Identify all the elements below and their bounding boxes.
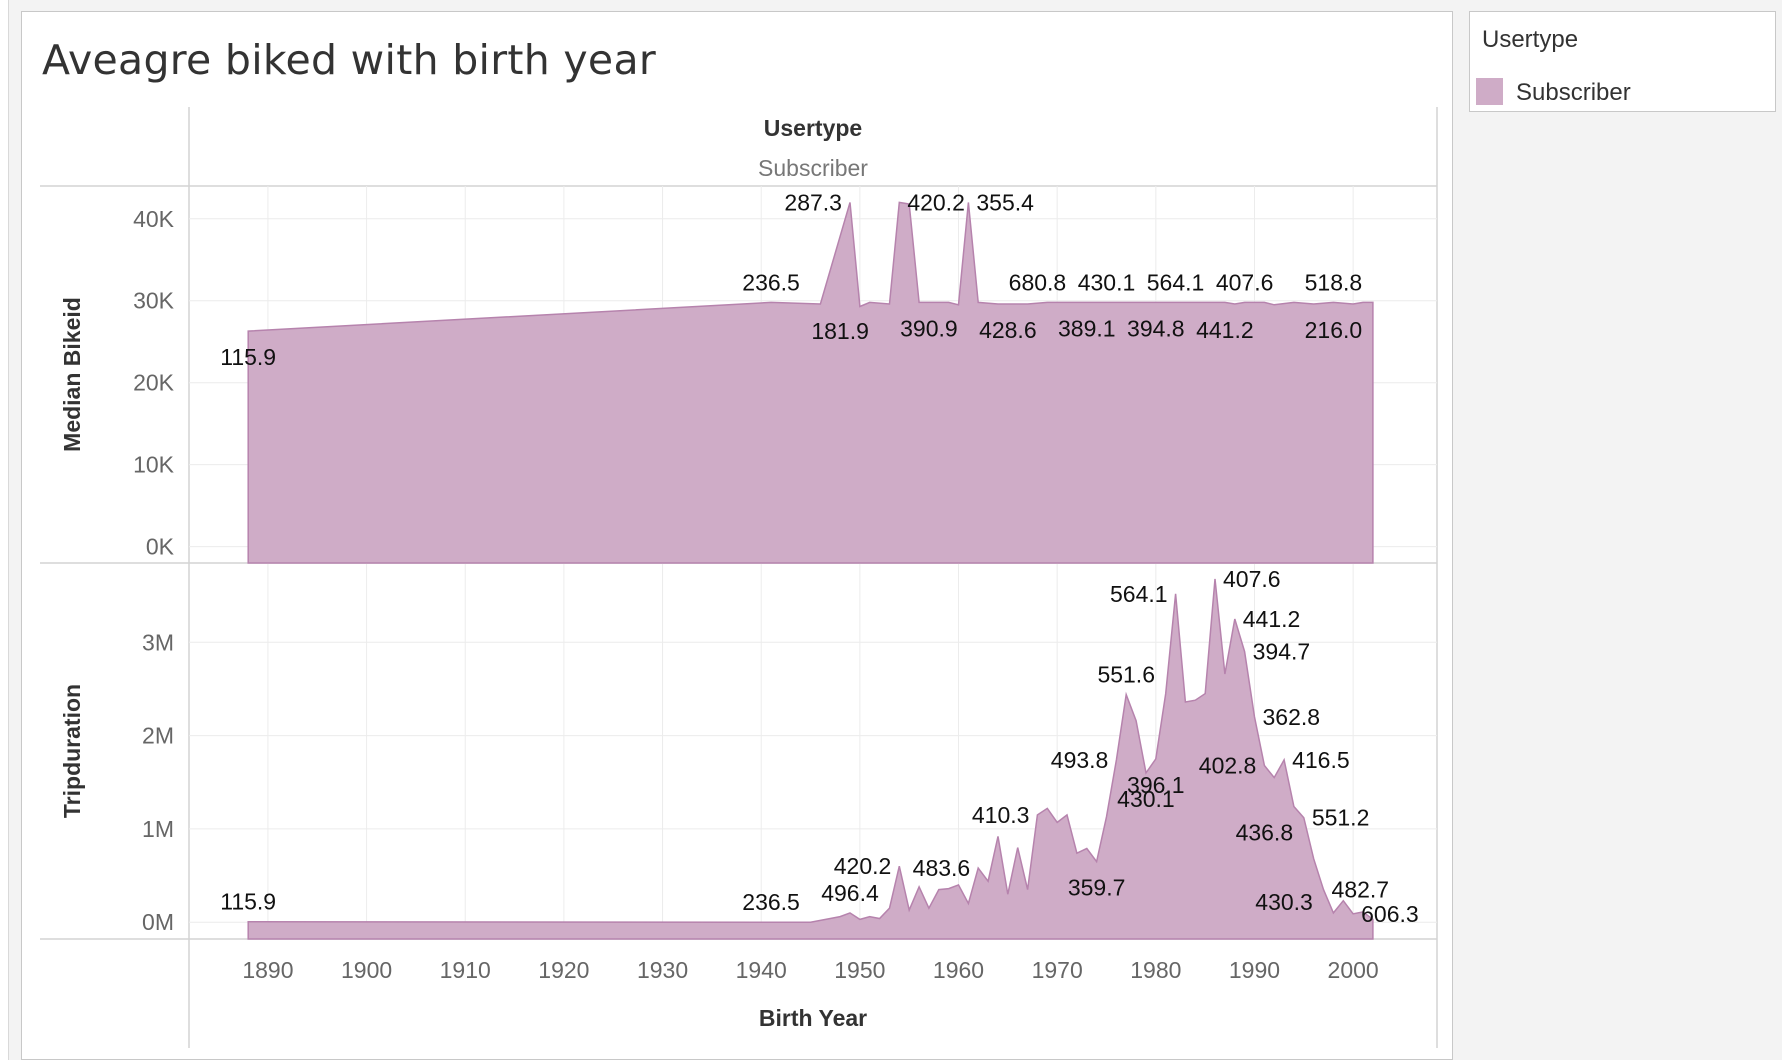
data-label: 518.8 xyxy=(1305,269,1363,295)
data-label: 482.7 xyxy=(1332,877,1390,903)
data-label: 402.8 xyxy=(1199,752,1257,778)
data-label: 407.6 xyxy=(1216,269,1274,295)
chart-title: Aveagre biked with birth year xyxy=(42,36,657,84)
x-tick-label: 1940 xyxy=(736,957,787,983)
data-label: 430.3 xyxy=(1255,889,1313,915)
x-tick-label: 1960 xyxy=(933,957,984,983)
data-label: 551.2 xyxy=(1312,805,1370,831)
data-label: 606.3 xyxy=(1361,901,1419,927)
data-label: 420.2 xyxy=(834,853,892,879)
data-labels: 115.9 236.5 287.3 181.9 420.2 390.9 355.4 680.8… xyxy=(220,189,1418,926)
x-tick-label: 1970 xyxy=(1032,957,1083,983)
x-tick-label: 1950 xyxy=(834,957,885,983)
data-label: 236.5 xyxy=(742,269,800,295)
left-sidebar-strip xyxy=(0,0,9,1060)
area-series xyxy=(247,201,1374,940)
data-label: 564.1 xyxy=(1147,269,1205,295)
data-label: 441.2 xyxy=(1243,606,1301,632)
y-tick-label: 2M xyxy=(142,723,174,749)
y-tick-label: 0M xyxy=(142,909,174,935)
legend-swatch xyxy=(1476,78,1503,105)
data-label: 496.4 xyxy=(821,880,879,906)
data-label: 236.5 xyxy=(742,889,800,915)
data-label: 680.8 xyxy=(1009,269,1067,295)
data-label: 441.2 xyxy=(1196,317,1254,343)
data-label: 394.7 xyxy=(1253,639,1311,665)
data-label: 493.8 xyxy=(1051,747,1109,773)
legend-item-subscriber[interactable]: Subscriber xyxy=(1476,73,1769,107)
y-tick-label: 1M xyxy=(142,816,174,842)
data-label: 416.5 xyxy=(1292,747,1350,773)
data-label: 430.1 xyxy=(1117,786,1175,812)
data-label: 115.9 xyxy=(220,344,276,370)
data-label: 420.2 xyxy=(907,189,965,215)
x-tick-label: 2000 xyxy=(1328,957,1379,983)
x-tick-label: 1930 xyxy=(637,957,688,983)
column-header-title: Usertype xyxy=(764,115,862,141)
legend-title: Usertype xyxy=(1482,26,1579,53)
data-label: 115.9 xyxy=(220,889,276,915)
data-label: 216.0 xyxy=(1305,317,1363,343)
area-mark xyxy=(247,201,1374,564)
data-label: 355.4 xyxy=(976,189,1034,215)
y-axis-title: Tripduration xyxy=(59,684,85,818)
y-tick-label: 0K xyxy=(146,534,175,560)
y-tick-label: 40K xyxy=(133,206,175,232)
data-label: 483.6 xyxy=(913,855,971,881)
data-label: 362.8 xyxy=(1262,704,1320,730)
data-label: 181.9 xyxy=(811,318,869,344)
data-label: 436.8 xyxy=(1236,820,1294,846)
legend-panel: Usertype Subscriber xyxy=(1469,11,1776,112)
y-tick-label: 30K xyxy=(133,288,175,314)
x-tick-label: 1900 xyxy=(341,957,392,983)
axes: Usertype Subscriber 0K 10K 20K 30K 40K Median B… xyxy=(59,115,1379,1031)
x-tick-label: 1890 xyxy=(242,957,293,983)
data-label: 389.1 xyxy=(1058,315,1116,341)
data-label: 410.3 xyxy=(972,802,1030,828)
area-mark xyxy=(247,578,1374,940)
x-tick-label: 1980 xyxy=(1130,957,1181,983)
data-label: 359.7 xyxy=(1068,875,1126,901)
x-axis-title: Birth Year xyxy=(759,1005,867,1031)
data-label: 390.9 xyxy=(900,315,958,341)
x-tick-label: 1920 xyxy=(538,957,589,983)
data-label: 428.6 xyxy=(979,317,1037,343)
data-label: 564.1 xyxy=(1110,581,1168,607)
legend-item-label: Subscriber xyxy=(1516,79,1631,106)
data-label: 394.8 xyxy=(1127,315,1185,341)
y-tick-label: 10K xyxy=(133,452,175,478)
data-label: 551.6 xyxy=(1097,662,1155,688)
data-label: 407.6 xyxy=(1223,566,1281,592)
data-label: 396.1 xyxy=(1127,772,1185,798)
y-tick-label: 20K xyxy=(133,370,175,396)
data-label: 430.1 xyxy=(1078,269,1136,295)
y-tick-label: 3M xyxy=(142,629,174,655)
column-header-value: Subscriber xyxy=(758,155,868,181)
data-label: 287.3 xyxy=(784,189,842,215)
y-axis-title: Median Bikeid xyxy=(59,297,85,452)
x-tick-label: 1910 xyxy=(440,957,491,983)
x-tick-label: 1990 xyxy=(1229,957,1280,983)
